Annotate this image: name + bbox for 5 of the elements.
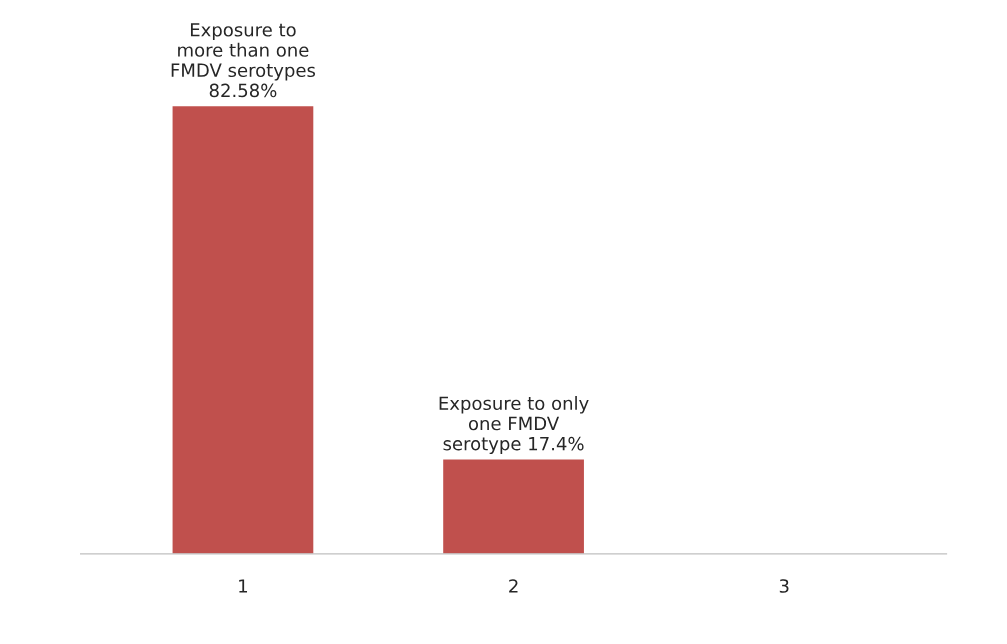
x-tick-label: 2 xyxy=(509,579,518,593)
x-tick-label: 3 xyxy=(779,579,789,593)
data-label: Exposure to more than one FMDV serotypes 82.58% xyxy=(171,23,316,98)
x-tick-label: 1 xyxy=(239,579,248,593)
data-label: Exposure to only one FMDV serotype 17.4% xyxy=(439,396,589,454)
